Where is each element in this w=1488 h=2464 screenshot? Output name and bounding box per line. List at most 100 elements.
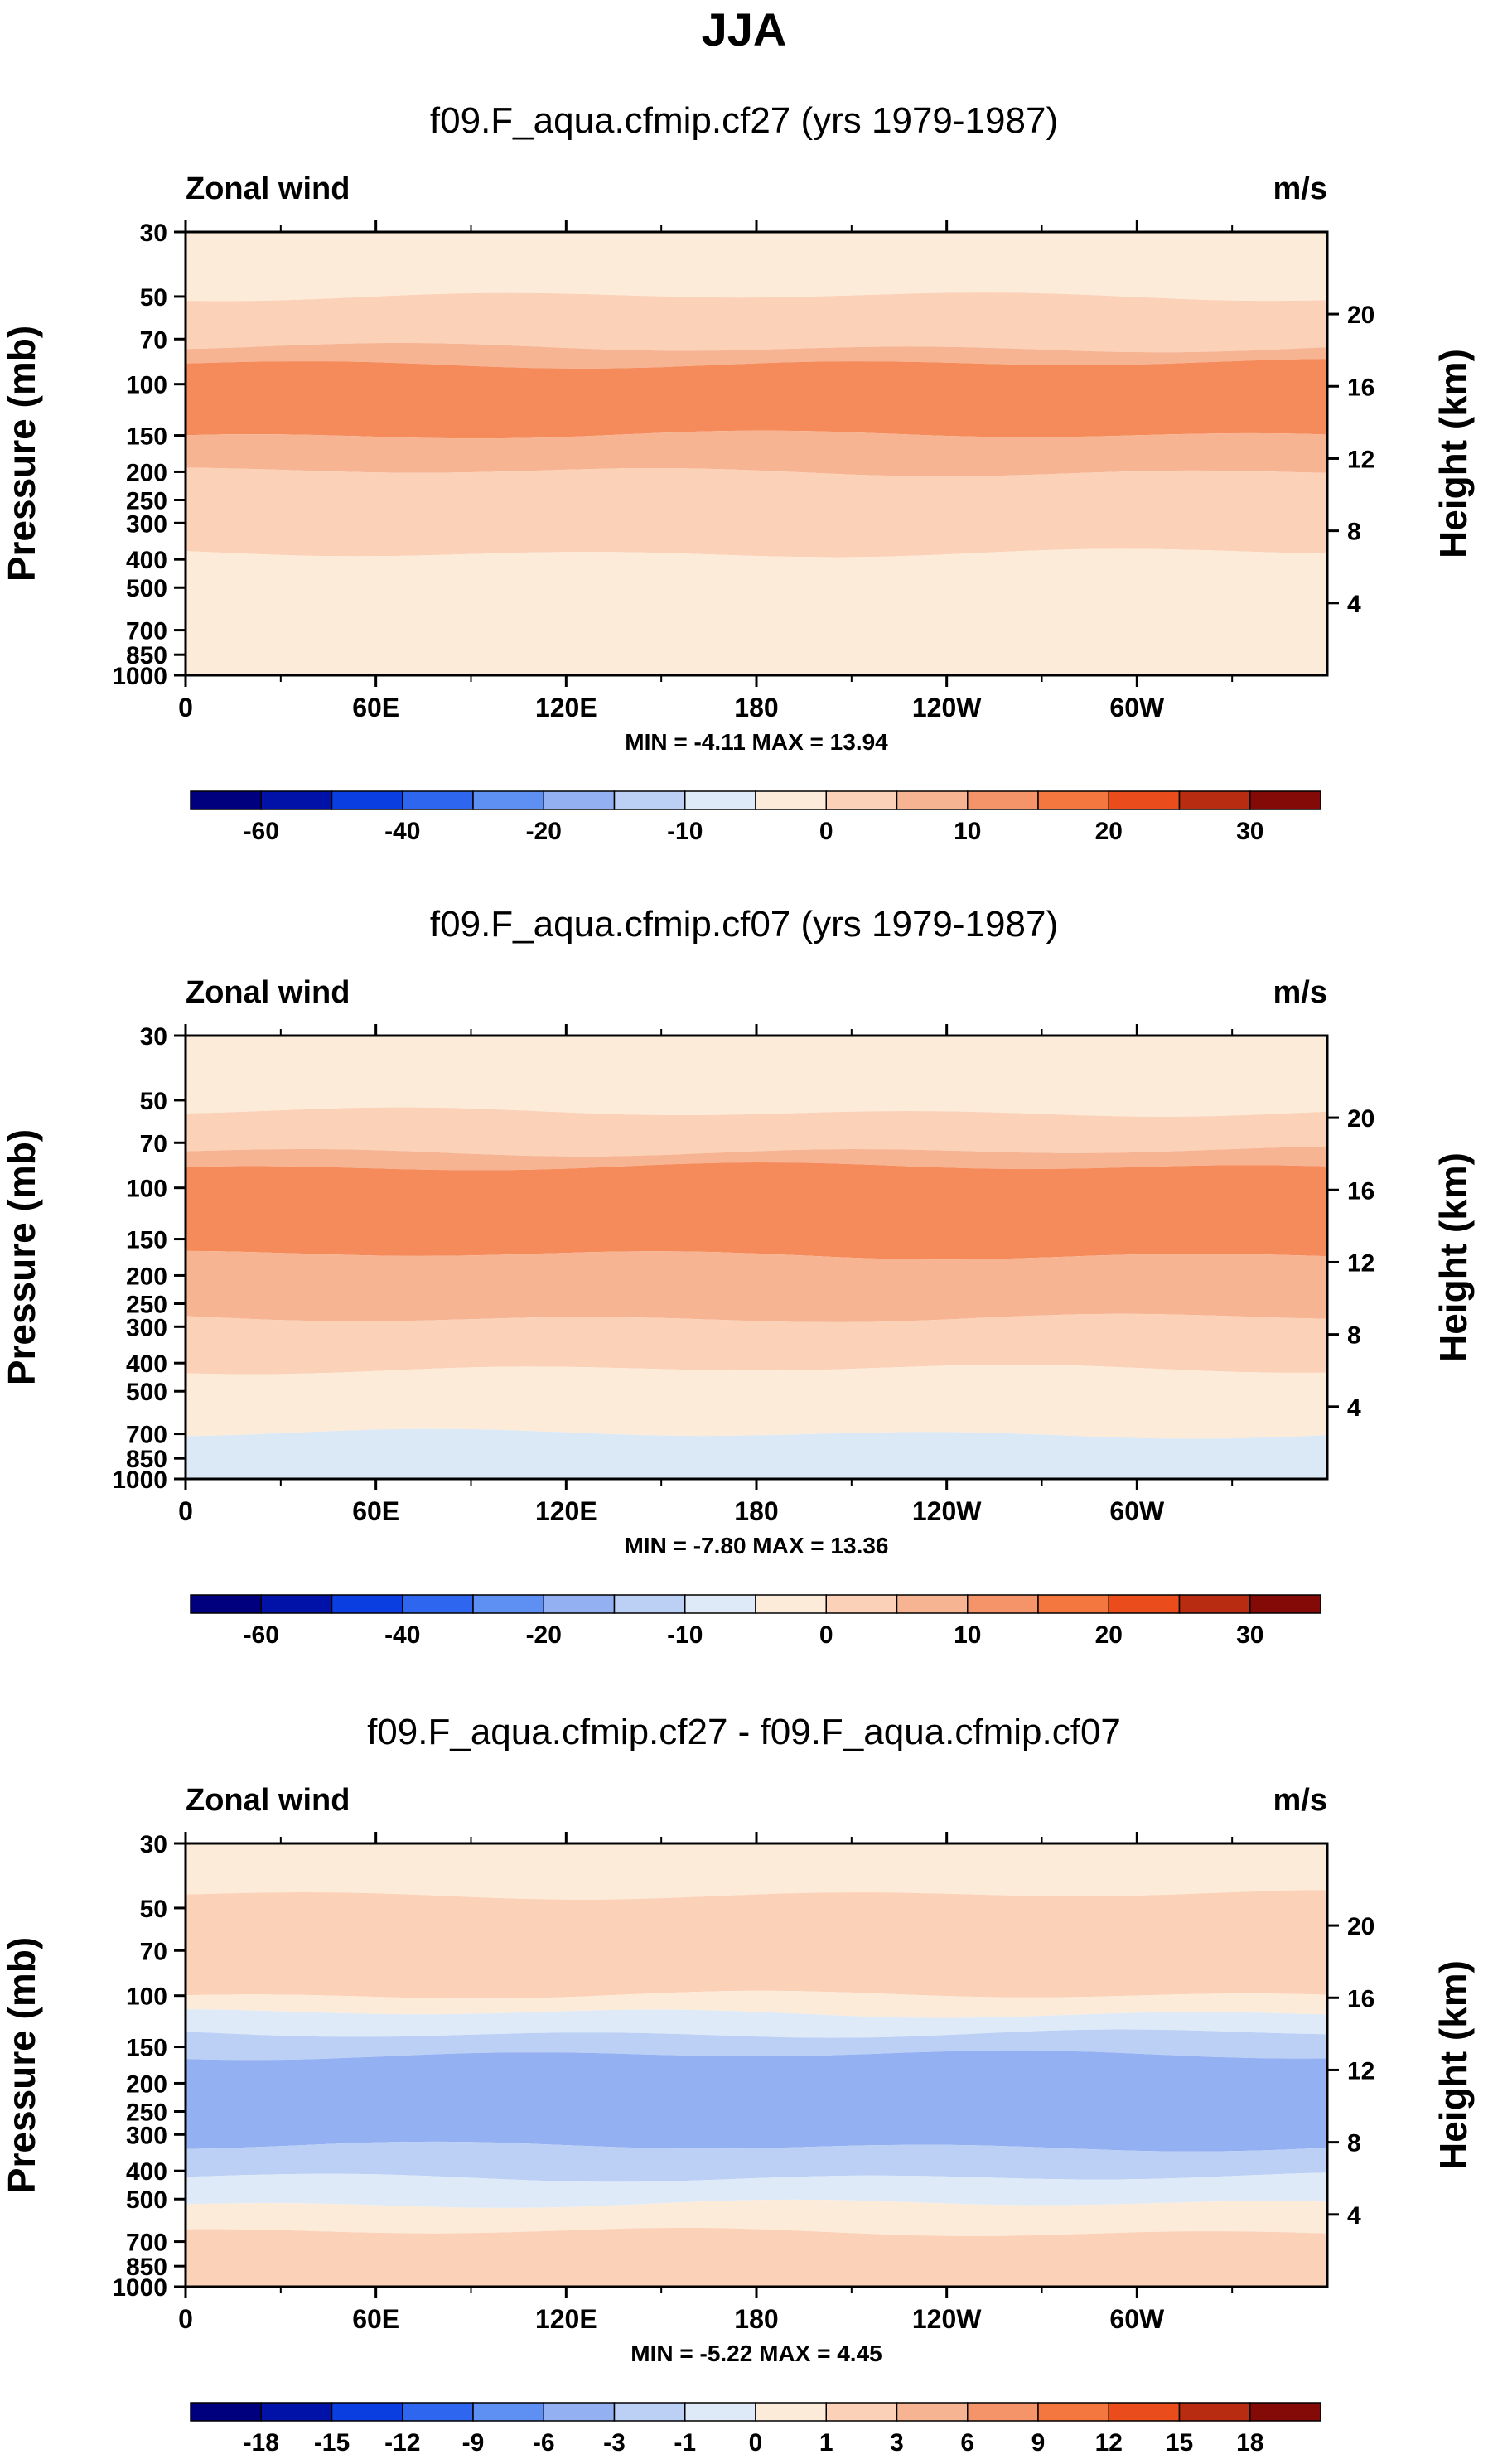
colorbar-swatch xyxy=(543,2402,616,2422)
colorbar-swatch xyxy=(402,1594,474,1614)
y-tick-label: 300 xyxy=(126,2122,167,2149)
contour-band xyxy=(186,2199,1327,2236)
y-tick-label: 100 xyxy=(126,372,167,399)
height-tick-label: 20 xyxy=(1347,302,1374,329)
y-tick-label: 300 xyxy=(126,510,167,538)
contour-band xyxy=(186,1147,1327,1171)
x-tick-label: 60W xyxy=(1109,2304,1165,2334)
colorbar-swatch xyxy=(331,1594,403,1614)
colorbar-swatch xyxy=(1108,2402,1181,2422)
colorbar-label: 6 xyxy=(960,2429,974,2457)
contour-band xyxy=(186,232,1327,302)
colorbar-label: 20 xyxy=(1095,1621,1123,1649)
x-tick-label: 60W xyxy=(1109,693,1165,722)
height-tick-label: 4 xyxy=(1347,2202,1361,2230)
colorbar-label: -18 xyxy=(244,2429,279,2457)
colorbar-swatch xyxy=(260,2402,333,2422)
min-max-label: MIN = -5.22 MAX = 4.45 xyxy=(630,2341,882,2366)
contour-band xyxy=(186,2050,1327,2152)
y-tick-label: 700 xyxy=(126,2230,167,2257)
colorbar-swatch xyxy=(1037,2402,1109,2422)
colorbar-label: -1 xyxy=(674,2429,696,2457)
plot-area xyxy=(186,1036,1327,1479)
colorbar-label: 0 xyxy=(819,818,833,845)
y-tick-label: 700 xyxy=(126,618,167,645)
y-axis-title-right: Height (km) xyxy=(1432,1960,1475,2170)
colorbar-label: -40 xyxy=(384,818,420,845)
contour-band xyxy=(186,467,1327,558)
colorbar-swatch xyxy=(1037,1594,1109,1614)
panel-title: f09.F_aqua.cfmip.cf27 (yrs 1979-1987) xyxy=(430,100,1058,141)
height-tick-label: 16 xyxy=(1347,1985,1374,2012)
units-label: m/s xyxy=(1273,975,1327,1010)
contour-band xyxy=(186,2141,1327,2182)
colorbar-swatch xyxy=(190,1594,262,1614)
colorbar-swatch xyxy=(402,2402,474,2422)
colorbar-swatch xyxy=(896,790,969,810)
y-tick-label: 1000 xyxy=(112,663,167,690)
variable-label: Zonal wind xyxy=(186,975,350,1010)
colorbar: -18 -15 -12 -9 -6 -3 -1 0 1 3 6 9 12 15 18 xyxy=(190,2402,1321,2457)
y-tick-label: 300 xyxy=(126,1314,167,1341)
contour-band xyxy=(186,1890,1327,1999)
y-tick-label: 200 xyxy=(126,2070,167,2098)
height-tick-label: 16 xyxy=(1347,1177,1374,1205)
y-axis-title: Pressure (mb) xyxy=(0,326,43,582)
height-tick-label: 12 xyxy=(1347,2057,1374,2085)
x-tick-label: 0 xyxy=(178,2304,193,2334)
colorbar-swatch xyxy=(260,1594,333,1614)
y-tick-label: 500 xyxy=(126,575,167,602)
x-tick-label: 180 xyxy=(734,1496,778,1526)
colorbar-label: -9 xyxy=(462,2429,485,2457)
x-tick-label: 0 xyxy=(178,693,193,722)
colorbar-label: -10 xyxy=(667,818,703,845)
colorbar-label: 20 xyxy=(1095,818,1123,845)
colorbar-swatch xyxy=(472,2402,544,2422)
colorbar-swatch xyxy=(755,2402,827,2422)
colorbar-swatch xyxy=(543,790,616,810)
contour-band xyxy=(186,2228,1327,2287)
colorbar-swatch xyxy=(967,790,1039,810)
colorbar-label: 0 xyxy=(819,1621,833,1649)
y-tick-label: 200 xyxy=(126,1263,167,1290)
plot-area xyxy=(186,1843,1327,2287)
y-axis-title: Pressure (mb) xyxy=(0,1937,43,2193)
y-tick-label: 250 xyxy=(126,2099,167,2126)
colorbar-swatch xyxy=(825,1594,898,1614)
colorbar-swatch xyxy=(1178,2402,1251,2422)
colorbar-swatch xyxy=(755,1594,827,1614)
height-tick-label: 20 xyxy=(1347,1913,1374,1940)
colorbar-label: 10 xyxy=(954,1621,981,1649)
chart-panel-1: f09.F_aqua.cfmip.cf27 (yrs 1979-1987) Zon… xyxy=(0,100,1475,845)
colorbar-label: 15 xyxy=(1166,2429,1193,2457)
colorbar-swatch xyxy=(472,790,544,810)
x-tick-label: 0 xyxy=(178,1496,193,1526)
variable-label: Zonal wind xyxy=(186,172,350,206)
height-tick-label: 8 xyxy=(1347,1322,1361,1350)
figure-title: JJA xyxy=(702,3,787,56)
height-tick-label: 12 xyxy=(1347,446,1374,473)
contour-band xyxy=(186,359,1327,439)
colorbar-label: -3 xyxy=(603,2429,626,2457)
colorbar-swatch xyxy=(402,790,474,810)
colorbar-swatch xyxy=(1037,790,1109,810)
colorbar-swatch xyxy=(896,1594,969,1614)
colorbar-label: 30 xyxy=(1236,1621,1263,1649)
colorbar-label: -15 xyxy=(314,2429,350,2457)
contour-band xyxy=(186,1250,1327,1322)
colorbar-swatch xyxy=(190,2402,262,2422)
colorbar-label: 0 xyxy=(749,2429,763,2457)
colorbar-label: -20 xyxy=(526,818,562,845)
y-axis-title-right: Height (km) xyxy=(1432,1152,1475,1362)
y-tick-label: 150 xyxy=(126,2035,167,2062)
y-tick-label: 500 xyxy=(126,1379,167,1406)
y-tick-label: 850 xyxy=(126,1446,167,1473)
colorbar-swatch xyxy=(896,2402,969,2422)
y-tick-label: 150 xyxy=(126,1227,167,1254)
colorbar-swatch xyxy=(825,2402,898,2422)
y-tick-label: 400 xyxy=(126,2158,167,2186)
plot-area xyxy=(186,232,1327,675)
x-tick-label: 180 xyxy=(734,2304,778,2334)
colorbar-label: 3 xyxy=(890,2429,904,2457)
colorbar-swatch xyxy=(1249,2402,1321,2422)
